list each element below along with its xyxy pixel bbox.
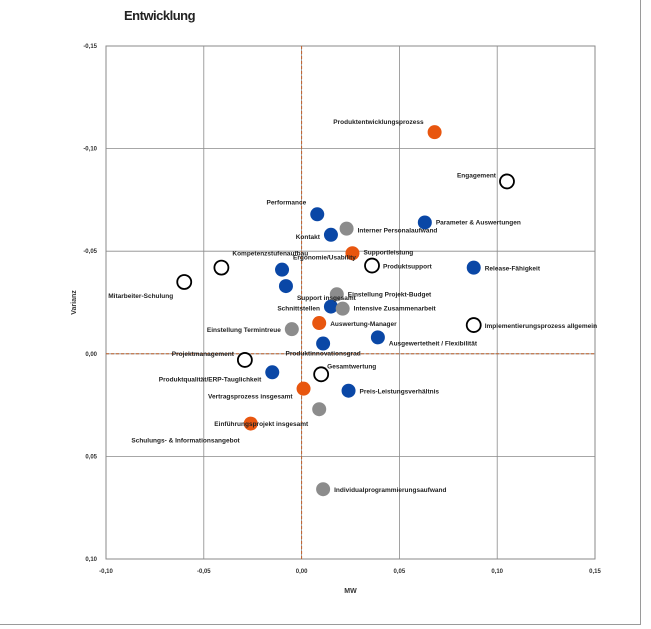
reference-lines: [106, 46, 595, 559]
point-17-orange-marker: [312, 316, 327, 331]
point-23-open-marker: [313, 366, 330, 383]
point-21-blue-marker: [316, 336, 331, 351]
x-tick-label: -0,05: [197, 569, 211, 575]
point-24-blue-marker: [341, 383, 356, 398]
point-12-label: Support insgesamt: [297, 295, 357, 302]
x-tick-label: 0,10: [491, 569, 503, 575]
point-24-label: Preis-Leistungsverhältnis: [360, 389, 440, 396]
point-3-label: Parameter & Auswertungen: [436, 219, 521, 226]
x-axis-label: MW: [344, 588, 357, 595]
point-14-blue-marker: [323, 299, 338, 314]
point-19-label: Ausgewertetheit / Flexibilität: [389, 340, 478, 347]
point-15-gray-marker: [335, 301, 350, 316]
point-18-open-marker: [465, 317, 482, 333]
y-tick-label: 0,00: [85, 352, 97, 358]
y-tick-label: -0,10: [83, 147, 97, 153]
point-1-open-marker: [499, 173, 515, 190]
point-9-orange-marker: [345, 246, 360, 261]
point-16-label: Einstellung Termintreue: [207, 327, 281, 334]
x-tick-label: 0,05: [394, 569, 406, 575]
point-14-label: Schnittstellen: [277, 306, 320, 313]
point-4-gray-marker: [339, 221, 354, 236]
point-8-open-marker: [176, 274, 193, 290]
point-11-blue-marker: [466, 260, 481, 275]
y-tick-label: 0,05: [85, 454, 97, 460]
point-11-label: Release-Fähigkeit: [485, 266, 541, 273]
point-3-blue-marker: [417, 215, 432, 230]
point-22-blue-marker: [265, 365, 280, 380]
point-16-gray-marker: [284, 322, 299, 337]
point-23-label: Gesamtwertung: [327, 363, 376, 370]
point-5-blue-marker: [323, 227, 338, 242]
point-10-open-marker: [364, 257, 380, 274]
point-0-label: Produktentwicklungsprozess: [333, 119, 424, 126]
point-7-blue-marker: [275, 262, 290, 277]
point-1-label: Engagement: [457, 172, 497, 179]
point-5-label: Kontakt: [296, 234, 321, 241]
point-6-open-marker: [213, 259, 230, 276]
point-27-orange-marker: [243, 416, 258, 431]
point-20-open-marker: [236, 352, 253, 368]
point-27-label: Schulungs- & Informationsangebot: [131, 438, 240, 445]
y-tick-label: -0,05: [83, 249, 97, 255]
y-tick-label: -0,15: [83, 44, 97, 50]
point-17-label: Auswertung-Manager: [330, 321, 397, 328]
point-6-label: Kompetenzstufenaufbau: [232, 251, 308, 258]
x-tick-label: 0,15: [589, 569, 601, 575]
y-axis-label: Varianz: [71, 290, 78, 315]
point-labels: Produktentwicklungsprozess Engagement Perf…: [108, 119, 597, 494]
chart-title: Entwicklung: [124, 8, 196, 23]
point-2-label: Performance: [266, 199, 306, 206]
point-25-label: Vertragsprozess insgesamt: [208, 394, 293, 401]
data-points: [176, 125, 515, 497]
point-28-gray-marker: [316, 482, 331, 497]
point-2-blue-marker: [310, 207, 325, 222]
point-25-orange-marker: [296, 381, 311, 396]
point-9-label: Supportleistung: [363, 249, 413, 256]
point-18-label: Implementierungsprozess allgemein: [485, 323, 597, 330]
point-10-label: Produktsupport: [383, 264, 433, 271]
point-15-label: Intensive Zusammenarbeit: [354, 306, 437, 313]
point-22-label: Produktqualität/ERP-Tauglichkeit: [159, 376, 262, 383]
point-13-gray-marker: [329, 287, 344, 302]
point-13-label: Einstellung Projekt-Budget: [348, 291, 432, 298]
point-8-label: Mitarbeiter-Schulung: [108, 293, 173, 300]
point-19-blue-marker: [370, 330, 385, 345]
point-12-blue-marker: [278, 279, 293, 294]
y-tick-label: 0,10: [85, 557, 97, 563]
point-26-label: Einführungsprojekt insgesamt: [214, 421, 309, 428]
chart-frame: [0, 0, 641, 625]
point-7-label: Ergonomie/Usability: [293, 255, 356, 262]
tick-labels: -0,10 -0,05 0,00 0,05 0,10 0,15 0,10 0,05 0,00 -0…: [83, 44, 601, 575]
point-0-orange-marker: [427, 125, 442, 140]
point-4-label: Interner Personalaufwand: [358, 228, 438, 235]
point-26-gray-marker: [312, 402, 327, 417]
point-21-label: Produktinnovationsgrad: [286, 351, 361, 358]
x-tick-label: -0,10: [99, 569, 113, 575]
point-20-label: Projektmanagement: [172, 351, 235, 358]
point-28-label: Individualprogrammierungsaufwand: [334, 487, 446, 494]
x-tick-label: 0,00: [296, 569, 308, 575]
